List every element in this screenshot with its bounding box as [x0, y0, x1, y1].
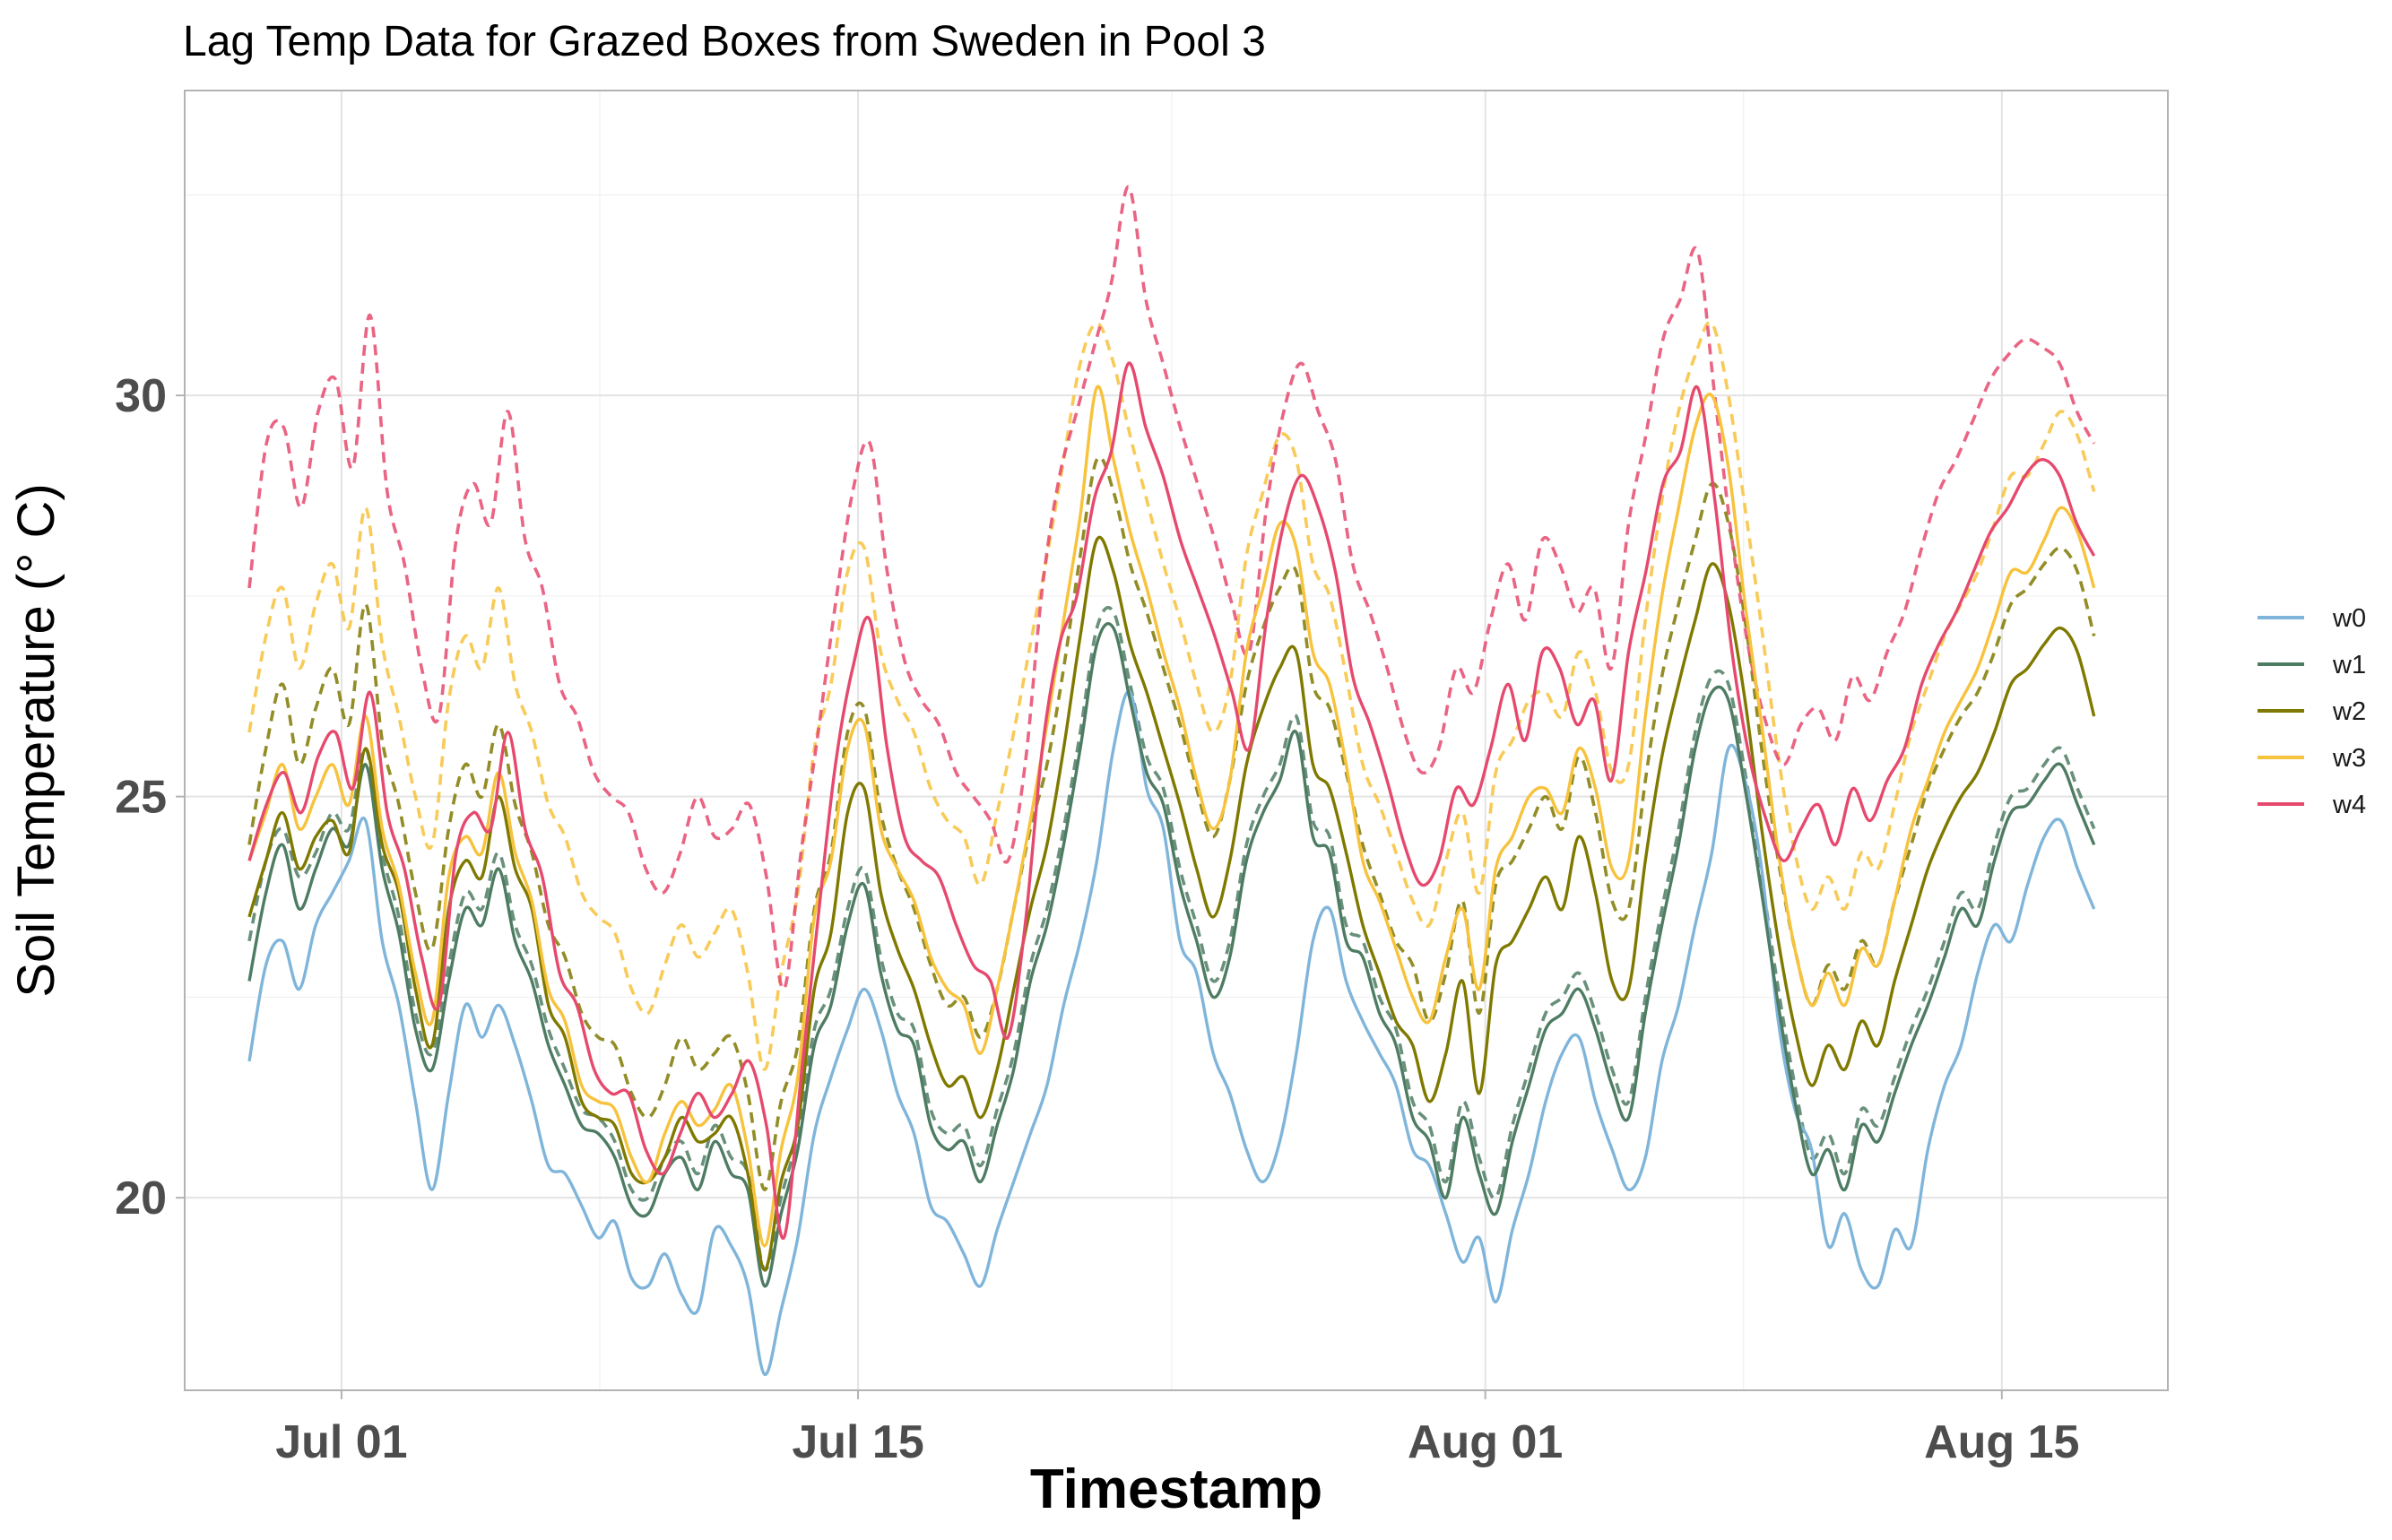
x-axis-ticks: Jul 01 Jul 15 Aug 01 Aug 15 [275, 1390, 2079, 1468]
chart-title: Lag Temp Data for Grazed Boxes from Swed… [183, 18, 1266, 65]
series-line-w3 [247, 385, 2096, 1248]
x-tick-label: Jul 01 [275, 1416, 407, 1468]
series-line-w0 [247, 689, 2096, 1376]
legend-label-w4: w4 [2332, 791, 2366, 819]
legend-label-w1: w1 [2332, 651, 2366, 679]
series-line-w4 [247, 361, 2096, 1240]
y-axis-ticks: 20 25 30 [115, 370, 185, 1224]
x-axis-title: Timestamp [1030, 1458, 1322, 1520]
series-line-w2 [247, 535, 2096, 1272]
plot-border [184, 90, 2169, 1391]
y-axis-title: Soil Temperature (° C) [7, 483, 65, 997]
legend-label-w2: w2 [2332, 697, 2366, 726]
y-tick-label: 30 [115, 370, 167, 422]
series-line-dashed-f7c23c [247, 320, 2096, 1071]
y-tick-label: 25 [115, 772, 167, 824]
series-line-dashed-e6496e [247, 185, 2096, 991]
x-tick-label: Aug 01 [1408, 1416, 1563, 1468]
x-tick-label: Jul 15 [792, 1416, 923, 1468]
series-line-dashed-7f7900 [247, 455, 2096, 1192]
grid [185, 91, 2168, 1390]
legend: w0 w1 w2 w3 w4 [2258, 604, 2366, 819]
series-line-w1 [247, 622, 2096, 1288]
legend-label-w0: w0 [2332, 604, 2366, 633]
y-tick-label: 20 [115, 1172, 167, 1224]
legend-label-w3: w3 [2332, 744, 2366, 773]
x-tick-label: Aug 15 [1924, 1416, 2079, 1468]
series-layer [247, 185, 2096, 1376]
